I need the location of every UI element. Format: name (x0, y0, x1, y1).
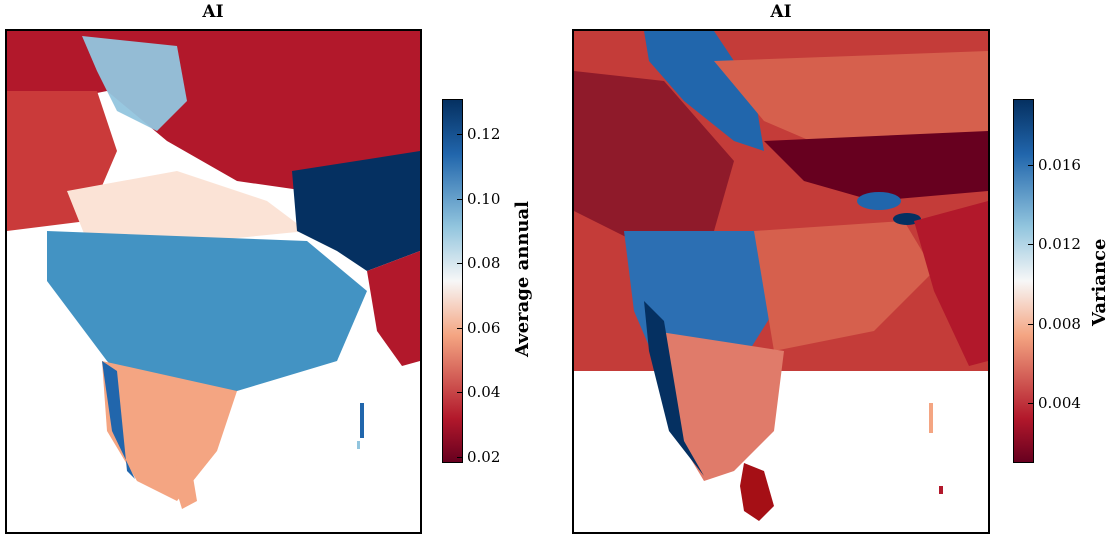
left-region-central (47, 231, 367, 411)
colorbar-tick (1028, 403, 1034, 405)
left-map (5, 29, 422, 534)
left-colorbar (442, 99, 463, 463)
colorbar-tick-label: 0.016 (1038, 155, 1081, 174)
right-colorbar (1013, 99, 1034, 463)
right-region-central-red (754, 221, 934, 351)
right-region-tibet (764, 131, 988, 201)
left-colorbar-title: Average annual (512, 200, 533, 357)
left-map-title: AI (202, 2, 224, 22)
colorbar-tick (457, 392, 463, 394)
right-map (572, 29, 990, 534)
colorbar-tick (457, 198, 463, 200)
right-region-north (714, 51, 988, 151)
right-region-peninsula (654, 331, 784, 481)
colorbar-tick-label: 0.012 (1038, 235, 1081, 254)
right-region-westcoast (644, 301, 704, 476)
right-map-canvas (574, 31, 988, 521)
left-region-srilanka (175, 463, 197, 509)
colorbar-tick-label: 0.08 (467, 254, 501, 273)
colorbar-tick (1028, 164, 1034, 166)
left-region-northwest-blue (82, 36, 187, 131)
right-region-west (574, 71, 734, 241)
left-region-east (367, 251, 420, 366)
left-region-peninsula (102, 361, 237, 501)
left-map-canvas (7, 31, 420, 509)
colorbar-tick-label: 0.02 (467, 447, 501, 466)
colorbar-tick (1028, 244, 1034, 246)
colorbar-tick-label: 0.008 (1038, 314, 1081, 333)
colorbar-tick-label: 0.06 (467, 318, 501, 337)
right-colorbar-title: Variance (1089, 238, 1110, 326)
colorbar-tick-label: 0.04 (467, 383, 501, 402)
left-region-northeast (292, 151, 420, 271)
colorbar-tick (457, 263, 463, 265)
colorbar-tick-label: 0.12 (467, 125, 501, 144)
right-region-srilanka (740, 463, 774, 521)
right-region-east (914, 201, 988, 366)
colorbar-tick (457, 456, 463, 458)
colorbar-tick (457, 327, 463, 329)
left-region-gangetic (67, 171, 307, 241)
right-map-title: AI (770, 2, 792, 22)
colorbar-tick (457, 134, 463, 136)
left-region-westcoast (102, 361, 135, 479)
colorbar-tick (1028, 323, 1034, 325)
colorbar-tick-label: 0.004 (1038, 394, 1081, 413)
colorbar-tick-label: 0.10 (467, 189, 501, 208)
